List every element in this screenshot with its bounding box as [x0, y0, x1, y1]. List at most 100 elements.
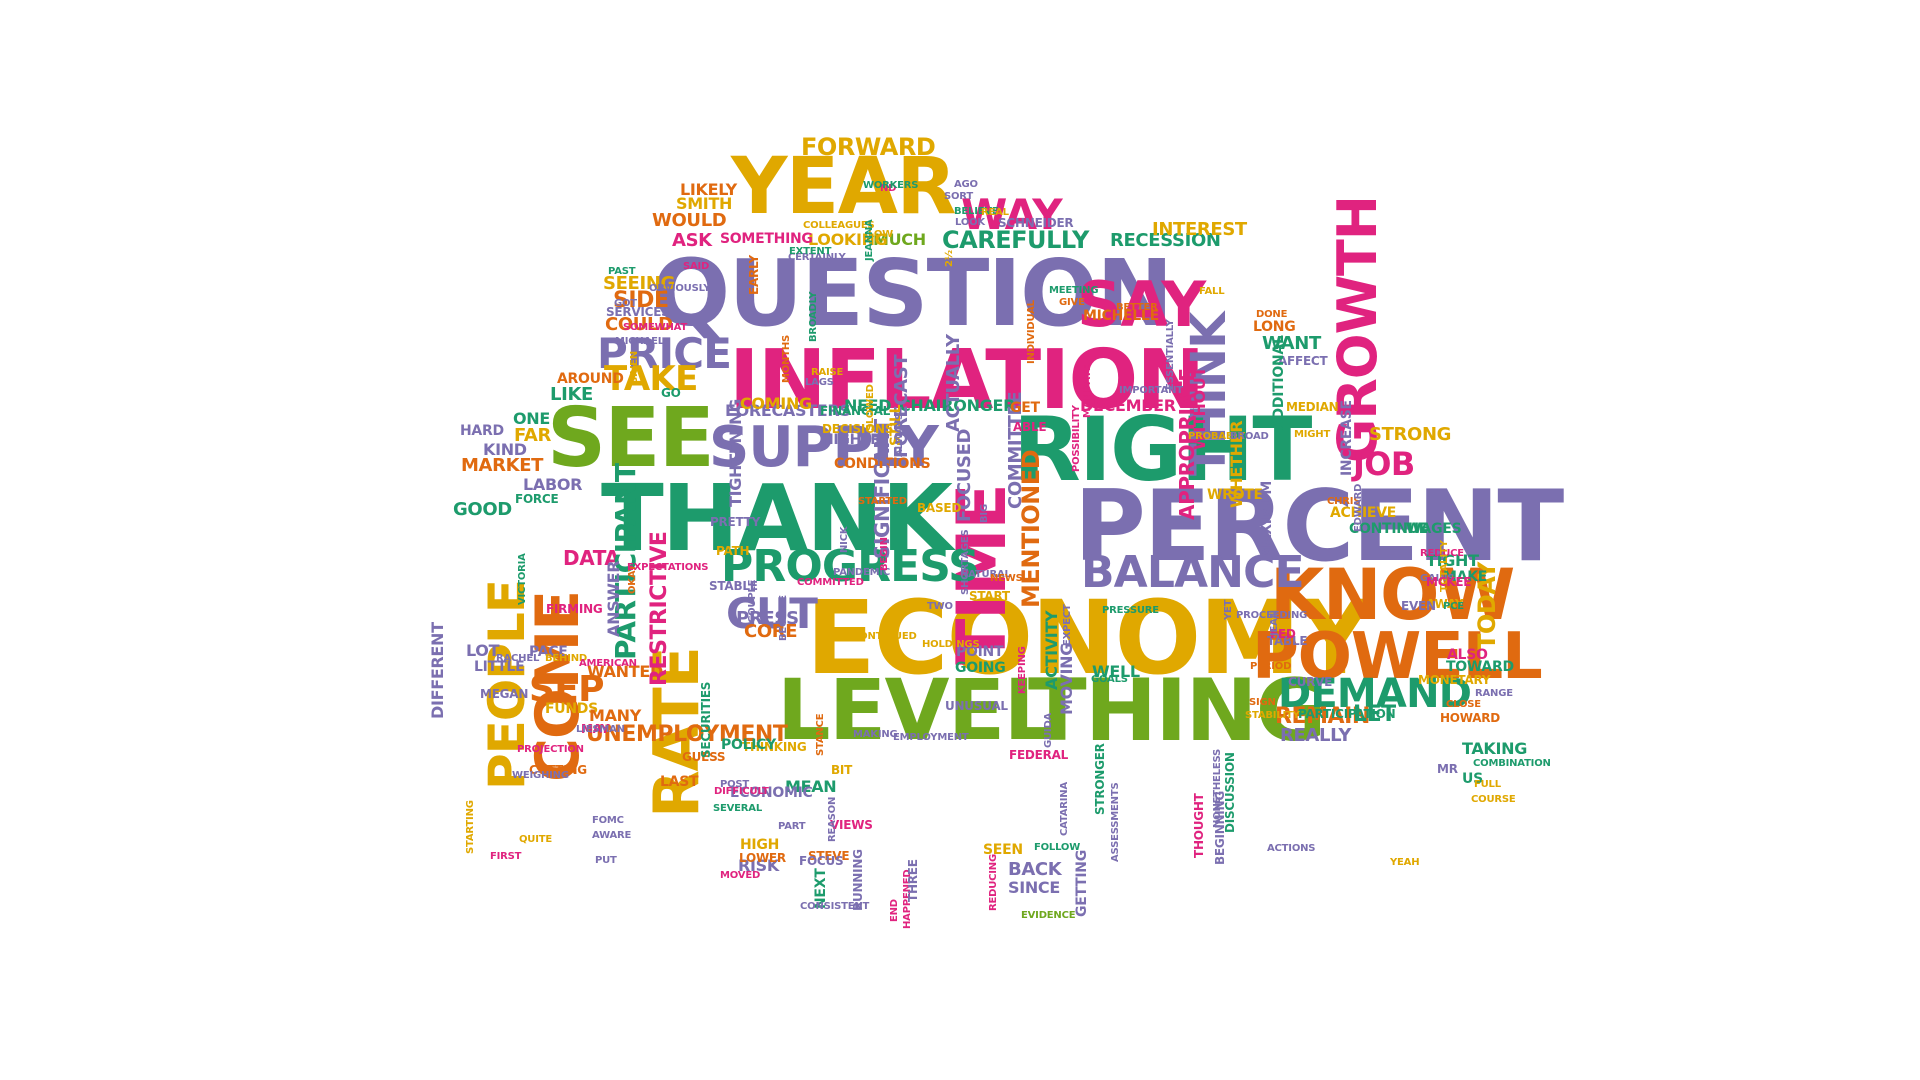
word-146: STRONGER: [1093, 743, 1107, 815]
word-270: BROADLY: [808, 291, 819, 342]
word-261: 2½: [944, 250, 955, 267]
word-0: INFLATION: [729, 333, 1205, 428]
word-174: SEVERAL: [713, 803, 763, 814]
word-76: FORECASTERS: [725, 401, 851, 420]
word-120: US: [1462, 771, 1483, 787]
word-215: FULL: [1474, 779, 1501, 790]
word-271: DECISIONS: [822, 422, 894, 436]
word-237: SERVICES: [606, 305, 670, 319]
word-161: TWO: [927, 601, 953, 612]
word-171: CONSISTENT: [800, 901, 870, 912]
word-62: LABOR: [523, 475, 583, 494]
word-203: IMPORTANT: [1119, 385, 1183, 396]
word-238: GO: [661, 386, 681, 400]
word-162: NATURAL: [960, 569, 1011, 580]
word-235: PART: [778, 821, 806, 832]
word-207: MIGHT: [1294, 429, 1331, 440]
word-137: VIEWS: [830, 818, 873, 832]
word-249: CERTAINLY: [788, 252, 846, 263]
word-228: FOLLOW: [1034, 842, 1081, 853]
word-95: MOVING: [1057, 642, 1076, 715]
word-164: UNUSUAL: [945, 699, 1008, 713]
word-177: MAKING: [853, 729, 898, 740]
word-52: WOULD: [652, 210, 727, 231]
word-248: COLLEAGUES: [803, 220, 875, 231]
word-16: SUPPLY: [709, 415, 939, 480]
word-188: BEHIND: [545, 653, 588, 664]
word-182: FOMC: [592, 815, 624, 826]
word-241: SOMEWHAT: [623, 322, 688, 333]
word-178: EMPLOYMENT: [893, 732, 969, 743]
word-185: STARTING: [465, 800, 476, 854]
word-26: CUT: [726, 589, 818, 638]
word-22: BALANCE: [1081, 547, 1305, 598]
word-143: SECURITIES: [699, 681, 713, 758]
word-269: LAGS: [805, 377, 834, 388]
word-112: WAGES: [1406, 521, 1462, 537]
word-123: FED: [1270, 627, 1296, 641]
word-202: MANDATE: [1082, 364, 1093, 418]
word-44: RECESSION: [1110, 230, 1221, 251]
word-233: ACTIONS: [1267, 843, 1316, 854]
word-2: ECONOMY: [806, 579, 1372, 698]
word-173: POST: [720, 779, 750, 790]
word-114: MAKE: [1443, 569, 1488, 585]
word-117: MONETARY: [1418, 673, 1491, 687]
word-176: STANCE: [815, 713, 826, 756]
word-152: FORCE: [515, 492, 559, 506]
word-219: PERIOD: [1250, 661, 1292, 672]
word-259: SCHNEIDER: [998, 216, 1074, 230]
word-87: GET: [1010, 400, 1040, 416]
word-163: SHORTAGES: [960, 529, 971, 595]
word-34: REALLY: [1280, 725, 1352, 746]
word-133: LOWER: [739, 851, 786, 865]
word-198: STARTED: [858, 496, 907, 507]
word-7: LEVEL: [777, 661, 1057, 759]
word-192: EXPECTATIONS: [627, 562, 709, 573]
word-166: EVIDENCE: [1021, 910, 1076, 921]
word-23: DEMAND: [1278, 671, 1472, 717]
word-168: THREE: [906, 859, 920, 902]
word-263: GIVE: [1059, 297, 1085, 308]
word-197: NEWS: [990, 573, 1023, 584]
word-230: CATARINA: [1059, 781, 1070, 836]
word-220: STABILITY: [1245, 710, 1300, 721]
word-254: WORKERS: [863, 180, 919, 191]
word-224: PRESSURE: [1102, 605, 1159, 616]
word-225: GOALS: [1091, 674, 1128, 685]
word-89: ACTUALLY: [943, 334, 964, 432]
word-157: BECOME: [778, 595, 789, 641]
word-179: WEIGHING: [512, 770, 569, 781]
word-33: LET: [1353, 702, 1396, 727]
word-64: DIFFERENT: [428, 622, 447, 719]
word-56: AROUND: [557, 371, 624, 387]
word-277: MR: [1437, 762, 1458, 776]
word-214: COMBINATION: [1473, 758, 1551, 769]
word-115: ALSO: [1447, 647, 1488, 663]
word-154: PATH: [716, 544, 750, 558]
word-125: GETTING: [1074, 850, 1090, 917]
word-194: PANDEMIC: [833, 567, 891, 578]
word-255: AGO: [954, 179, 978, 190]
word-31: UNEMPLOYMENT: [586, 722, 788, 747]
word-141: GUESS: [682, 750, 726, 764]
word-183: PUT: [595, 855, 617, 866]
word-25: TAKE: [604, 359, 698, 399]
word-264: BETTER: [1116, 302, 1158, 313]
word-205: PROBABLY: [1188, 431, 1245, 442]
word-149: THOUGHT: [1192, 793, 1206, 858]
word-213: COURSE: [1471, 794, 1516, 805]
word-236: REASON: [827, 796, 838, 842]
word-144: CUTTING: [529, 763, 587, 777]
word-243: OBVIOUSLY: [649, 283, 711, 294]
word-134: FOCUS: [799, 854, 844, 868]
word-239: GIVEN: [629, 351, 640, 385]
word-195: BEGIN: [879, 537, 890, 571]
word-35: DATA: [563, 546, 620, 570]
word-142: LAST: [660, 774, 699, 790]
word-66: LITTLE: [474, 659, 525, 675]
word-68: MEGAN: [480, 687, 529, 701]
word-209: EDWARD: [1353, 483, 1364, 532]
word-54: SIDE: [613, 288, 669, 313]
word-158: CONTINUED: [852, 631, 917, 642]
